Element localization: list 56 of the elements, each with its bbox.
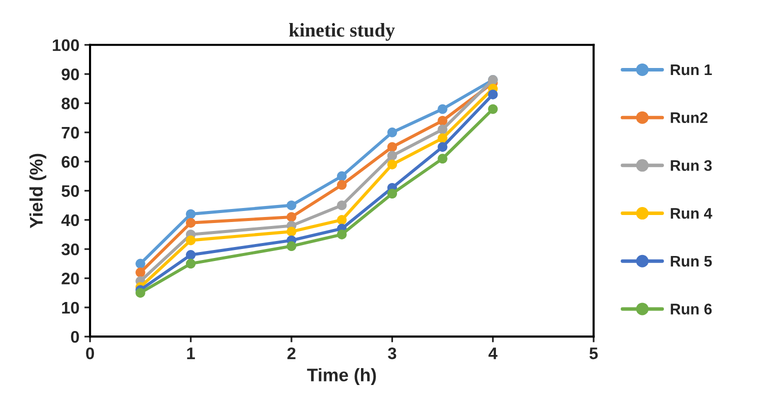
point bbox=[186, 209, 196, 219]
y-tick-label: 40 bbox=[61, 214, 79, 226]
y-tick-label: 80 bbox=[62, 98, 79, 110]
point bbox=[438, 116, 448, 126]
point bbox=[336, 180, 347, 190]
point bbox=[186, 218, 196, 228]
chart-title: kinetic study bbox=[289, 23, 395, 41]
point bbox=[286, 241, 296, 252]
x-tick-label: 2 bbox=[287, 347, 296, 360]
legend-label: Run 5 bbox=[670, 256, 712, 267]
legend-label: Run 3 bbox=[670, 160, 712, 171]
legend-label: Run 4 bbox=[670, 208, 712, 219]
x-tick-label: 1 bbox=[187, 348, 195, 360]
point bbox=[136, 268, 146, 278]
point bbox=[387, 160, 398, 170]
point bbox=[336, 215, 347, 225]
point bbox=[438, 142, 448, 152]
point bbox=[136, 288, 146, 298]
y-tick-label: 70 bbox=[62, 126, 79, 139]
point bbox=[488, 90, 498, 100]
y-tick-label: 30 bbox=[61, 243, 79, 256]
y-tick-label: 90 bbox=[62, 68, 79, 80]
x-tick-label: 3 bbox=[388, 347, 396, 360]
legend-label: Run2 bbox=[670, 112, 708, 124]
point bbox=[186, 250, 196, 260]
x-tick-label: 0 bbox=[86, 347, 94, 360]
y-tick-label: 60 bbox=[62, 156, 79, 168]
point bbox=[387, 142, 398, 152]
point bbox=[387, 150, 398, 161]
point bbox=[286, 212, 296, 222]
point bbox=[186, 235, 196, 246]
point bbox=[186, 258, 196, 269]
y-axis-title: Yield (%) bbox=[29, 154, 46, 228]
point bbox=[136, 258, 146, 269]
y-tick-label: 20 bbox=[62, 272, 79, 284]
point bbox=[438, 104, 448, 114]
y-tick-label: 10 bbox=[62, 302, 79, 314]
x-tick-label: 4 bbox=[488, 348, 498, 360]
point bbox=[286, 200, 296, 210]
point bbox=[286, 226, 296, 236]
point bbox=[438, 133, 448, 144]
point bbox=[336, 230, 347, 240]
y-tick-label: 100 bbox=[52, 39, 79, 52]
point bbox=[438, 154, 448, 164]
point bbox=[336, 171, 347, 182]
point bbox=[387, 188, 398, 199]
y-tick-label: 0 bbox=[71, 331, 79, 343]
x-tick-label: 5 bbox=[589, 348, 598, 360]
point bbox=[438, 124, 448, 134]
y-tick-label: 50 bbox=[62, 185, 79, 197]
legend-label: Run 6 bbox=[670, 304, 712, 314]
point bbox=[387, 128, 398, 138]
x-axis-title: Time (h) bbox=[307, 368, 376, 385]
point bbox=[336, 200, 347, 210]
point bbox=[488, 104, 498, 114]
legend-label: Run 1 bbox=[670, 64, 712, 76]
